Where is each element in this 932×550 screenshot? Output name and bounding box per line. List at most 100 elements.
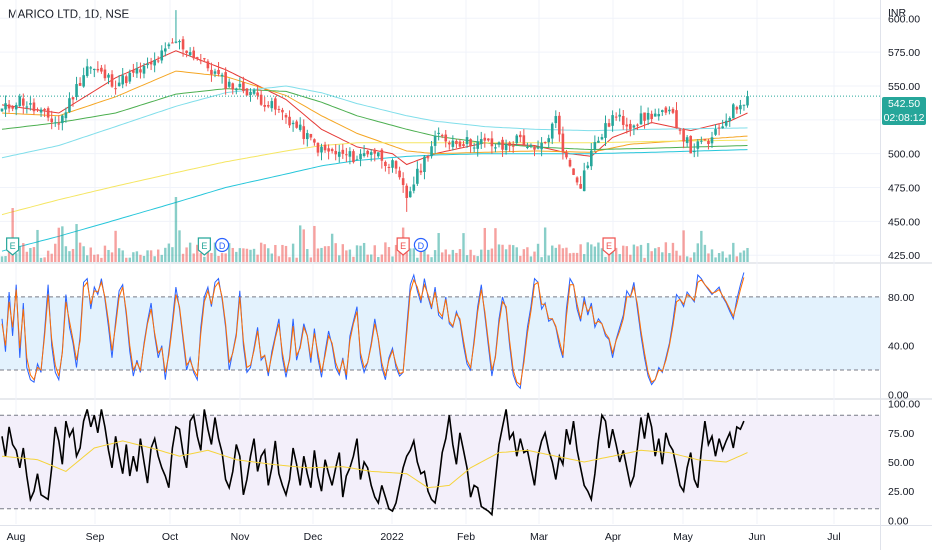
candle-body[interactable] [416, 168, 419, 184]
candle-body[interactable] [462, 144, 465, 147]
candle-body[interactable] [426, 157, 430, 159]
candle-body[interactable] [362, 153, 366, 156]
candle-body[interactable] [75, 84, 78, 97]
candle-body[interactable] [497, 142, 501, 145]
candle-body[interactable] [419, 170, 423, 173]
candle-body[interactable] [487, 138, 490, 141]
price-candles[interactable] [0, 10, 749, 212]
candle-body[interactable] [0, 108, 4, 112]
earnings-marker[interactable]: E [396, 237, 410, 256]
candle-body[interactable] [536, 147, 540, 149]
dividend-marker[interactable]: D [215, 237, 230, 253]
candle-body[interactable] [245, 88, 249, 96]
candle-body[interactable] [298, 124, 302, 130]
candle-body[interactable] [121, 75, 124, 85]
candle-body[interactable] [32, 102, 36, 112]
candle-body[interactable] [199, 60, 203, 62]
candle-body[interactable] [224, 72, 227, 89]
candle-body[interactable] [607, 123, 611, 127]
candle-body[interactable] [46, 108, 50, 118]
candle-body[interactable] [82, 75, 85, 87]
candle-body[interactable] [235, 88, 238, 91]
candle-body[interactable] [330, 149, 334, 152]
candle-body[interactable] [472, 147, 476, 149]
candle-body[interactable] [139, 69, 142, 73]
candle-body[interactable] [359, 153, 362, 160]
candle-body[interactable] [277, 108, 281, 110]
candle-body[interactable] [14, 104, 18, 110]
candle-body[interactable] [167, 44, 171, 47]
candle-body[interactable] [597, 140, 600, 143]
candle-body[interactable] [483, 137, 487, 141]
candle-body[interactable] [178, 41, 181, 43]
candle-body[interactable] [68, 98, 71, 113]
candle-body[interactable] [465, 137, 469, 145]
candle-body[interactable] [263, 105, 266, 107]
candle-body[interactable] [543, 142, 547, 144]
candle-body[interactable] [689, 135, 692, 154]
candle-body[interactable] [78, 82, 82, 86]
candle-body[interactable] [171, 42, 174, 44]
candle-body[interactable] [515, 135, 519, 144]
candle-body[interactable] [238, 83, 242, 88]
candle-body[interactable] [618, 114, 621, 117]
candle-body[interactable] [685, 137, 689, 144]
candle-body[interactable] [174, 41, 178, 43]
earnings-marker[interactable]: E [197, 237, 211, 256]
candle-body[interactable] [519, 134, 522, 138]
candle-body[interactable] [664, 107, 668, 113]
candle-body[interactable] [682, 128, 685, 142]
candle-body[interactable] [433, 135, 437, 146]
candle-body[interactable] [114, 88, 117, 90]
candle-body[interactable] [295, 121, 298, 128]
candle-body[interactable] [22, 98, 25, 106]
candle-body[interactable] [270, 101, 274, 109]
candle-body[interactable] [50, 118, 53, 123]
candle-body[interactable] [341, 149, 345, 154]
candle-body[interactable] [707, 140, 710, 145]
candle-body[interactable] [678, 129, 682, 131]
candle-body[interactable] [18, 96, 22, 106]
candle-body[interactable] [742, 104, 746, 106]
candle-body[interactable] [249, 91, 252, 96]
candle-body[interactable] [210, 69, 213, 75]
candle-body[interactable] [220, 74, 224, 77]
candle-body[interactable] [724, 120, 728, 126]
candle-body[interactable] [135, 68, 139, 74]
candle-body[interactable] [739, 105, 742, 110]
candle-body[interactable] [526, 146, 529, 148]
earnings-marker[interactable]: E [6, 237, 20, 256]
candle-body[interactable] [405, 185, 408, 198]
candle-body[interactable] [39, 109, 43, 113]
candle-body[interactable] [529, 145, 533, 147]
candle-body[interactable] [437, 132, 440, 134]
candle-body[interactable] [621, 116, 625, 125]
candle-body[interactable] [327, 148, 330, 152]
candle-body[interactable] [160, 50, 164, 61]
candle-body[interactable] [671, 109, 675, 113]
candle-body[interactable] [25, 106, 29, 108]
candle-body[interactable] [309, 134, 313, 138]
candle-body[interactable] [7, 104, 11, 109]
candle-body[interactable] [732, 104, 735, 119]
candle-body[interactable] [643, 112, 646, 121]
candle-body[interactable] [590, 150, 593, 167]
candle-body[interactable] [401, 178, 405, 185]
candle-body[interactable] [547, 138, 550, 143]
candle-body[interactable] [657, 113, 661, 117]
candle-body[interactable] [316, 142, 320, 153]
candle-body[interactable] [281, 109, 284, 113]
candle-body[interactable] [369, 152, 373, 155]
candle-body[interactable] [334, 150, 337, 155]
candle-body[interactable] [337, 151, 341, 157]
candle-body[interactable] [511, 145, 515, 147]
candle-body[interactable] [61, 115, 64, 124]
candle-body[interactable] [203, 58, 206, 60]
candle-body[interactable] [93, 68, 96, 71]
candle-body[interactable] [604, 123, 607, 138]
candle-body[interactable] [735, 107, 739, 110]
candle-body[interactable] [132, 70, 135, 73]
candle-body[interactable] [746, 96, 749, 106]
candle-body[interactable] [632, 125, 636, 128]
candle-body[interactable] [206, 61, 210, 69]
